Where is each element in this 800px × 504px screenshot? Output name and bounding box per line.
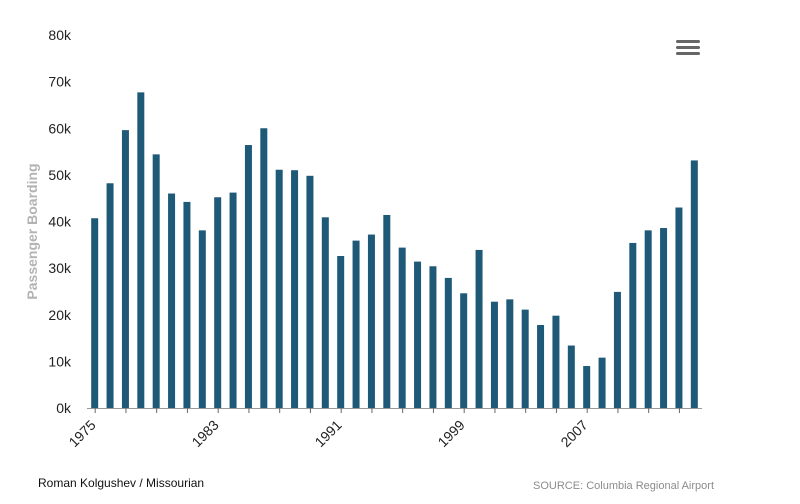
chart-menu-button[interactable] — [676, 38, 700, 58]
bar-1985[interactable] — [244, 145, 252, 408]
y-tick-label: 10k — [48, 353, 72, 369]
y-tick-label: 0k — [56, 400, 72, 416]
bar-1995[interactable] — [398, 247, 406, 408]
bar-1984[interactable] — [229, 192, 237, 408]
credit-text: Roman Kolgushev / Missourian — [38, 476, 205, 490]
bar-2003[interactable] — [521, 309, 529, 408]
x-tick-label: 1999 — [434, 417, 467, 450]
y-tick-label: 30k — [48, 260, 72, 276]
bar-2010[interactable] — [629, 242, 637, 408]
bar-2004[interactable] — [537, 325, 545, 408]
x-tick-label: 1975 — [65, 417, 98, 450]
y-tick-label: 40k — [48, 214, 72, 230]
bar-1980[interactable] — [168, 193, 176, 408]
bar-1990[interactable] — [321, 217, 329, 408]
bar-2006[interactable] — [567, 345, 575, 408]
bar-2011[interactable] — [644, 230, 652, 408]
bar-1997[interactable] — [429, 266, 437, 408]
bar-2013[interactable] — [675, 207, 683, 408]
bar-1996[interactable] — [414, 261, 422, 408]
bar-1994[interactable] — [383, 214, 391, 408]
bar-2005[interactable] — [552, 315, 560, 408]
bar-1988[interactable] — [291, 170, 299, 408]
bar-1976[interactable] — [106, 183, 114, 408]
y-axis-title: Passenger Boarding — [24, 163, 40, 299]
bar-1983[interactable] — [214, 197, 222, 408]
x-tick-label: 1983 — [188, 417, 221, 450]
bar-2008[interactable] — [598, 357, 606, 408]
bar-1981[interactable] — [183, 201, 191, 408]
bar-2014[interactable] — [690, 160, 698, 408]
bar-2012[interactable] — [660, 228, 668, 408]
bar-1975[interactable] — [91, 218, 99, 408]
bar-1982[interactable] — [198, 230, 206, 408]
bar-1986[interactable] — [260, 128, 268, 408]
bar-1977[interactable] — [121, 130, 129, 409]
bar-series — [91, 92, 698, 409]
bar-1987[interactable] — [275, 169, 283, 408]
y-tick-label: 60k — [48, 120, 72, 136]
bar-1992[interactable] — [352, 240, 360, 408]
bar-2009[interactable] — [613, 291, 621, 408]
bar-1978[interactable] — [137, 92, 145, 408]
bar-2001[interactable] — [490, 301, 498, 408]
bar-1993[interactable] — [367, 234, 375, 408]
y-axis-tick-labels: 0k 10k 20k 30k 40k 50k 60k 70k 80k — [48, 27, 72, 416]
x-tick-label: 2007 — [557, 417, 590, 450]
bar-1999[interactable] — [460, 293, 468, 408]
y-tick-label: 70k — [48, 74, 72, 90]
bar-2002[interactable] — [506, 299, 514, 408]
bar-1998[interactable] — [444, 277, 452, 408]
y-tick-label: 50k — [48, 167, 72, 183]
x-tick-label: 1991 — [311, 417, 344, 450]
bar-1989[interactable] — [306, 175, 314, 408]
y-tick-label: 20k — [48, 307, 72, 323]
bar-1991[interactable] — [337, 256, 345, 408]
bar-2007[interactable] — [583, 366, 591, 408]
x-axis-ticks: 1975 1983 1991 1999 2007 — [65, 408, 680, 450]
source-text: SOURCE: Columbia Regional Airport — [533, 480, 714, 492]
bar-1979[interactable] — [152, 154, 160, 408]
hamburger-menu-icon[interactable] — [676, 40, 700, 55]
bar-2000[interactable] — [475, 249, 483, 408]
y-tick-label: 80k — [48, 27, 72, 43]
